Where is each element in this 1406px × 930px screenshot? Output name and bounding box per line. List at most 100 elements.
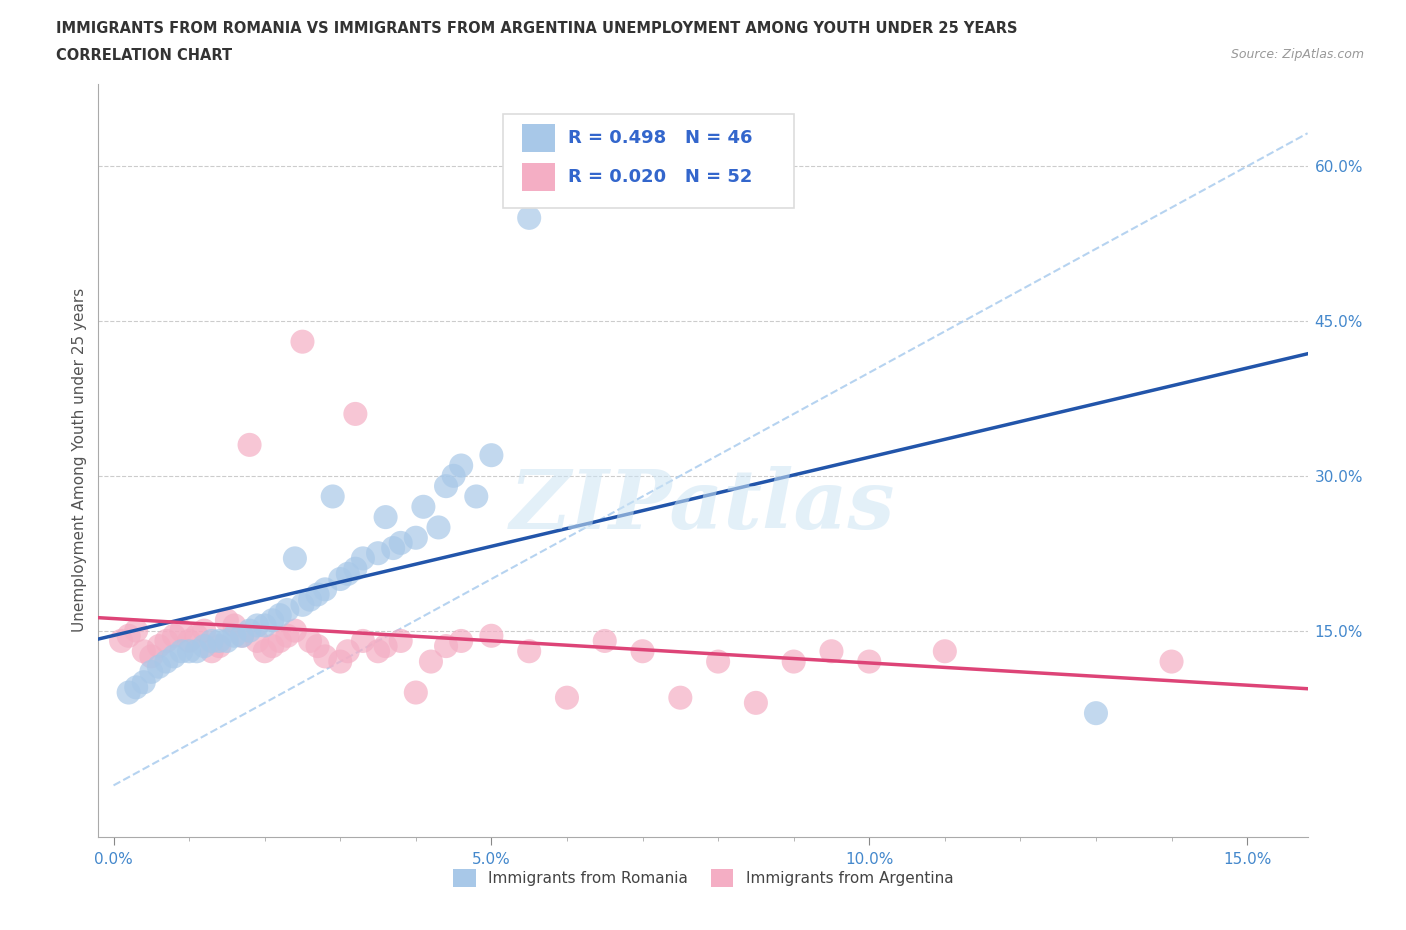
Point (707, 654, 730, 669)
Legend: Immigrants from Romania, Immigrants from Argentina: Immigrants from Romania, Immigrants from… (447, 862, 959, 894)
Point (253, 618, 276, 633)
FancyBboxPatch shape (503, 113, 794, 208)
FancyBboxPatch shape (522, 163, 555, 192)
Point (820, 644, 842, 658)
Point (291, 597, 314, 612)
Point (231, 629, 253, 644)
Point (450, 633, 472, 648)
Point (344, 406, 367, 421)
Point (163, 629, 186, 644)
Point (307, 587, 329, 602)
Point (276, 603, 298, 618)
Point (246, 618, 269, 633)
Point (208, 633, 231, 648)
Point (246, 633, 269, 648)
Point (179, 633, 201, 648)
Point (1085, 706, 1108, 721)
Point (782, 654, 804, 669)
Point (405, 530, 427, 545)
Point (389, 536, 412, 551)
Point (231, 629, 253, 644)
Point (434, 639, 457, 654)
Point (329, 654, 352, 669)
Point (253, 644, 276, 658)
Point (352, 633, 374, 648)
Point (208, 639, 231, 654)
Point (336, 644, 359, 658)
Point (125, 623, 148, 638)
Point (517, 210, 540, 225)
Point (434, 479, 457, 494)
Point (374, 639, 396, 654)
Point (465, 489, 488, 504)
Point (367, 644, 389, 658)
Point (299, 592, 322, 607)
Point (631, 644, 654, 658)
Point (352, 551, 374, 565)
Point (155, 633, 177, 648)
Point (367, 546, 389, 561)
Point (555, 690, 578, 705)
Point (745, 696, 768, 711)
Point (291, 334, 314, 349)
Point (669, 690, 692, 705)
Point (450, 458, 472, 473)
Point (155, 654, 177, 669)
Point (186, 629, 208, 644)
Point (269, 607, 291, 622)
Point (215, 633, 238, 648)
Point (374, 510, 396, 525)
Point (201, 633, 224, 648)
Point (314, 649, 336, 664)
Point (858, 654, 880, 669)
Point (336, 566, 359, 581)
Point (934, 644, 956, 658)
Text: R = 0.020   N = 52: R = 0.020 N = 52 (568, 168, 752, 186)
Point (141, 664, 163, 679)
Point (132, 675, 155, 690)
Text: IMMIGRANTS FROM ROMANIA VS IMMIGRANTS FROM ARGENTINA UNEMPLOYMENT AMONG YOUTH UN: IMMIGRANTS FROM ROMANIA VS IMMIGRANTS FR… (56, 21, 1018, 36)
Point (276, 629, 298, 644)
Point (269, 633, 291, 648)
Point (239, 623, 262, 638)
Text: ZIPatlas: ZIPatlas (510, 466, 896, 546)
Point (307, 639, 329, 654)
Point (148, 659, 170, 674)
Point (481, 629, 503, 644)
Point (148, 639, 170, 654)
Point (118, 685, 141, 700)
Point (193, 623, 215, 638)
Point (186, 644, 208, 658)
Point (382, 540, 405, 555)
Point (284, 623, 307, 638)
Point (125, 680, 148, 695)
Point (427, 520, 450, 535)
Point (141, 649, 163, 664)
Point (224, 629, 246, 644)
Point (163, 649, 186, 664)
Point (215, 613, 238, 628)
Point (593, 633, 616, 648)
Point (239, 437, 262, 452)
Point (1160, 654, 1182, 669)
Point (443, 469, 465, 484)
Point (329, 572, 352, 587)
Point (170, 644, 193, 658)
Point (412, 499, 434, 514)
Point (420, 654, 443, 669)
Point (224, 618, 246, 633)
Text: CORRELATION CHART: CORRELATION CHART (56, 48, 232, 63)
Point (314, 582, 336, 597)
Point (110, 633, 132, 648)
Y-axis label: Unemployment Among Youth under 25 years: Unemployment Among Youth under 25 years (72, 288, 87, 632)
Point (481, 447, 503, 462)
Point (118, 629, 141, 644)
Point (132, 644, 155, 658)
Point (201, 644, 224, 658)
Point (262, 639, 284, 654)
Point (262, 613, 284, 628)
Text: Source: ZipAtlas.com: Source: ZipAtlas.com (1230, 48, 1364, 61)
Point (170, 623, 193, 638)
Point (284, 551, 307, 565)
Text: R = 0.498   N = 46: R = 0.498 N = 46 (568, 129, 752, 147)
